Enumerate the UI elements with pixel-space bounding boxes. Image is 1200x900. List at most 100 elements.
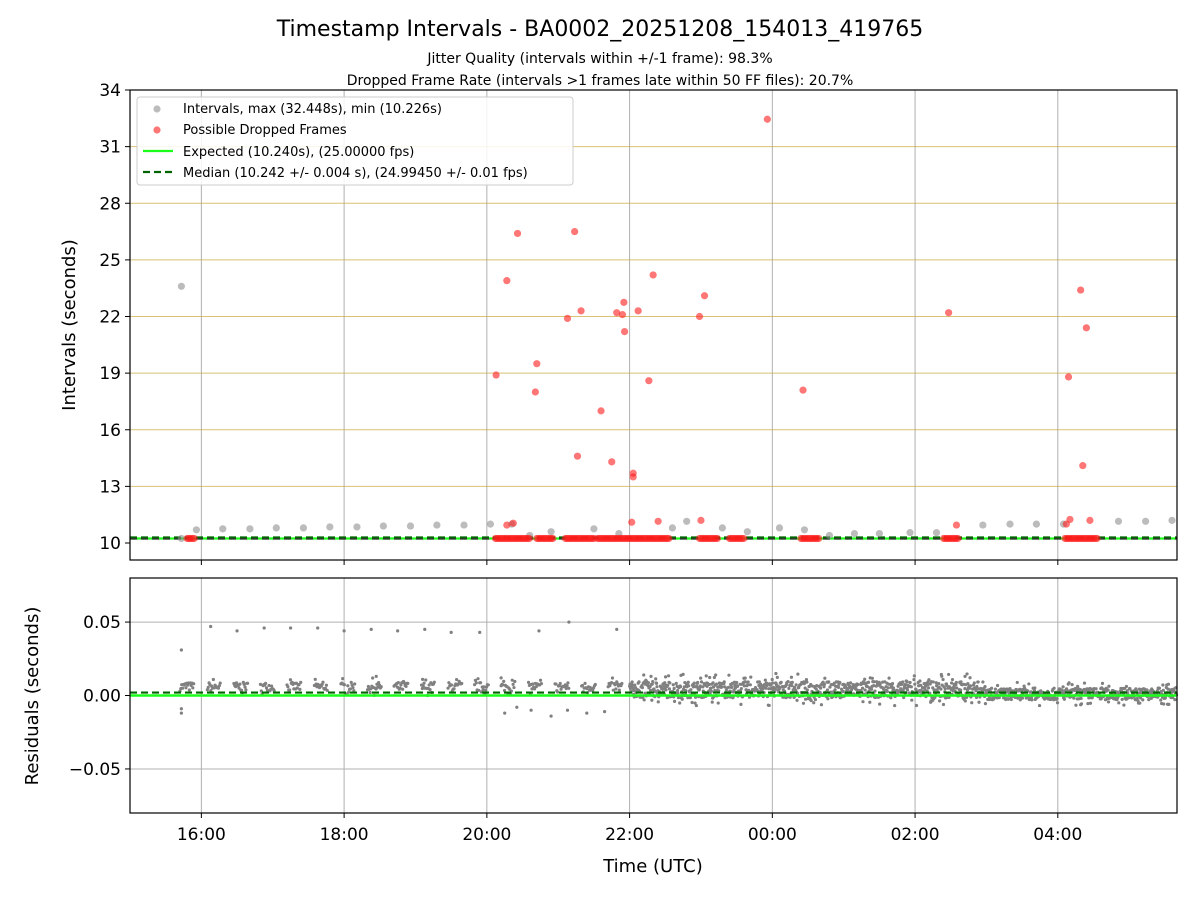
- residual-point: [179, 707, 183, 711]
- residual-point: [684, 688, 688, 693]
- dropped-frame-point: [1082, 324, 1090, 332]
- residuals-x-tick-label: 02:00: [891, 825, 940, 845]
- residual-point: [818, 690, 822, 695]
- residual-point: [885, 689, 889, 694]
- residual-point: [968, 684, 973, 688]
- residual-point: [515, 705, 519, 709]
- residual-point: [1117, 701, 1121, 705]
- residual-point: [566, 681, 570, 685]
- residual-point: [1029, 690, 1033, 694]
- residual-point: [1100, 681, 1105, 686]
- dropped-frame-point: [492, 371, 500, 379]
- residual-point: [814, 687, 818, 691]
- residual-point: [767, 703, 771, 708]
- dropped-frame-point: [573, 452, 582, 460]
- residual-point: [217, 684, 221, 688]
- dropped-frame-point: [763, 115, 771, 123]
- residual-point: [1033, 686, 1037, 690]
- residual-point: [746, 680, 750, 684]
- residual-point: [813, 697, 818, 702]
- residual-point: [366, 684, 370, 689]
- residual-point: [660, 687, 665, 691]
- residual-point: [763, 678, 767, 682]
- residual-point: [565, 708, 570, 712]
- residual-point: [690, 700, 694, 705]
- residual-point: [950, 681, 954, 685]
- residual-point: [422, 681, 426, 685]
- residual-point: [963, 699, 967, 703]
- residual-point: [694, 703, 698, 708]
- residual-point: [943, 687, 947, 691]
- residual-point: [1076, 684, 1080, 688]
- residual-point: [688, 696, 692, 700]
- residual-point: [503, 711, 507, 715]
- dropped-frame-point: [952, 521, 961, 529]
- residual-point: [610, 680, 614, 685]
- residual-point: [1163, 696, 1168, 700]
- residual-point: [913, 682, 917, 686]
- residual-point: [787, 686, 791, 690]
- dropped-frame-point: [503, 521, 511, 529]
- residual-point: [838, 680, 842, 685]
- dropped-frame-point: [1077, 286, 1085, 294]
- residual-point: [827, 680, 831, 684]
- residual-point: [889, 696, 893, 700]
- residual-point: [656, 700, 660, 704]
- residual-point: [348, 687, 352, 691]
- intervals-y-axis-label: Intervals (seconds): [59, 239, 80, 411]
- residual-point: [264, 681, 268, 685]
- x-axis-label: Time (UTC): [602, 856, 703, 877]
- residual-point: [947, 672, 951, 677]
- residual-point: [663, 681, 667, 685]
- residual-point: [401, 687, 405, 691]
- residual-point: [743, 676, 747, 680]
- residual-point: [860, 686, 865, 690]
- residual-point: [941, 702, 946, 707]
- residual-point: [968, 676, 972, 680]
- residual-point: [272, 689, 276, 693]
- residual-point: [180, 686, 185, 690]
- residual-point: [1072, 696, 1076, 700]
- interval-point: [590, 525, 598, 533]
- residual-point: [477, 688, 481, 693]
- residual-point: [1009, 697, 1013, 702]
- residual-point: [288, 626, 293, 630]
- legend-median-label: Median (10.242 +/- 0.004 s), (24.99450 +…: [183, 166, 528, 181]
- residual-point: [682, 685, 687, 689]
- residual-point: [963, 687, 967, 691]
- residual-point: [805, 688, 809, 692]
- residual-point: [209, 688, 213, 693]
- residual-point: [449, 630, 453, 634]
- residual-point: [1082, 681, 1087, 685]
- residual-point: [398, 686, 402, 690]
- residual-point: [1161, 683, 1165, 687]
- residual-point: [1088, 701, 1093, 705]
- residual-point: [421, 684, 425, 688]
- residual-point: [809, 698, 813, 703]
- residual-point: [424, 678, 428, 682]
- residual-point: [861, 700, 865, 704]
- residual-point: [1171, 695, 1175, 700]
- residual-point: [910, 698, 914, 702]
- residual-point: [267, 683, 271, 688]
- residual-point: [774, 671, 778, 676]
- dropped-frame-point: [1093, 534, 1101, 543]
- residual-point: [567, 686, 571, 690]
- intervals-y-tick-label: 28: [99, 194, 121, 214]
- residual-point: [499, 676, 503, 680]
- residual-point: [617, 688, 621, 692]
- residual-point: [452, 687, 456, 691]
- residual-point: [554, 682, 558, 686]
- residual-point: [870, 676, 874, 680]
- residual-point: [683, 680, 687, 685]
- residual-point: [538, 678, 543, 682]
- residual-point: [829, 690, 833, 694]
- interval-point: [718, 524, 726, 532]
- residual-point: [565, 684, 569, 688]
- interval-point: [177, 282, 185, 290]
- residual-point: [963, 674, 967, 679]
- residual-point: [667, 687, 672, 691]
- residual-point: [689, 688, 693, 692]
- residual-point: [532, 687, 537, 691]
- intervals-points: [177, 115, 1176, 543]
